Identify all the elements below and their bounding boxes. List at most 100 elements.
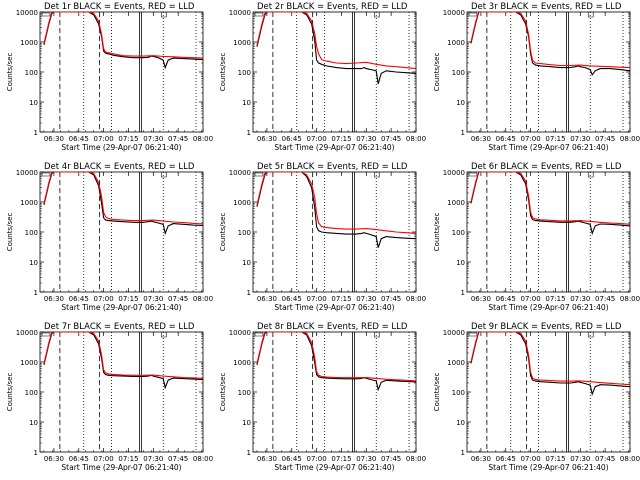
y-tick-label: 1000 [447,199,465,207]
x-tick-label: 07:00 [94,135,114,143]
chart-panel-9: Det 9r BLACK = Events, RED = LLD 1 10 100 10… [433,322,640,472]
x-axis-label: Start Time (29-Apr-07 06:21:40) [488,463,608,472]
x-tick-label: 06:30 [257,455,277,463]
chart-title: Det 1r BLACK = Events, RED = LLD [44,2,195,12]
attenuator-indicator [255,332,264,337]
attenuator-indicator [255,172,264,177]
x-tick-label: 06:45 [282,455,302,463]
x-tick-label: 08:00 [406,455,426,463]
x-tick-label: 07:15 [332,135,352,143]
chart-panel-7: Det 7r BLACK = Events, RED = LLD 1 10 100 10… [6,322,213,472]
y-tick-label: 1000 [234,359,252,367]
x-tick-label: 07:45 [595,295,615,303]
x-tick-label: 07:00 [520,455,540,463]
plot-frame [39,331,204,453]
y-tick-label: 10000 [16,9,38,17]
x-tick-label: 06:30 [257,135,277,143]
y-axis-label: Counts/sec [433,373,441,412]
y-tick-label: 1000 [447,359,465,367]
x-axis-label: Start Time (29-Apr-07 06:21:40) [275,143,395,152]
x-tick-label: 06:45 [282,135,302,143]
y-tick-label: 1 [34,129,38,137]
x-tick-label: 07:45 [381,135,401,143]
x-tick-label: 07:45 [595,135,615,143]
attenuator-indicator [255,12,264,17]
series-line-events [470,12,630,77]
plot-frame [466,11,631,133]
y-tick-label: 10000 [442,329,464,337]
y-axis-label: Counts/sec [433,213,441,252]
x-tick-label: 08:00 [620,295,640,303]
y-tick-label: 100 [238,389,251,397]
series-line-events [470,332,630,396]
plot-frame [252,331,417,453]
x-tick-label: 07:00 [520,295,540,303]
x-tick-label: 06:45 [69,295,89,303]
x-tick-label: 08:00 [193,135,213,143]
x-tick-label: 06:30 [44,455,64,463]
x-tick-label: 07:00 [307,135,327,143]
series-line-lld [256,12,417,70]
x-tick-label: 08:00 [620,455,640,463]
x-tick-label: 06:45 [69,135,89,143]
y-tick-label: 100 [25,389,38,397]
y-tick-label: 10 [456,419,465,427]
y-axis-label: Counts/sec [433,53,441,92]
plot-frame [39,171,204,293]
chart-panel-3: Det 3r BLACK = Events, RED = LLD 1 10 100 10… [433,2,640,152]
y-tick-label: 1 [460,449,464,457]
y-tick-label: 1000 [20,199,38,207]
series-line-lld [256,332,417,382]
y-tick-label: 10 [456,259,465,267]
x-tick-label: 06:45 [69,455,89,463]
x-tick-label: 07:15 [118,135,138,143]
x-tick-label: 08:00 [193,455,213,463]
series-line-events [470,172,630,236]
x-tick-label: 07:30 [357,295,377,303]
y-tick-label: 10000 [16,329,38,337]
series-line-events [43,172,203,236]
y-tick-label: 1000 [447,39,465,47]
y-tick-label: 100 [25,69,38,77]
chart-panel-8: Det 8r BLACK = Events, RED = LLD 1 10 100 10… [219,322,426,472]
y-tick-label: 100 [238,69,251,77]
x-axis-label: Start Time (29-Apr-07 06:21:40) [61,303,181,312]
x-tick-label: 07:45 [168,295,188,303]
x-tick-label: 07:30 [357,135,377,143]
chart-title: Det 3r BLACK = Events, RED = LLD [471,2,622,12]
y-axis-label: Counts/sec [6,53,14,92]
attenuator-indicator [468,12,477,17]
y-tick-label: 10 [29,99,38,107]
x-tick-label: 06:45 [495,455,515,463]
chart-panel-1: Det 1r BLACK = Events, RED = LLD 1 10 100 10… [6,2,213,152]
y-tick-label: 10000 [229,9,251,17]
x-tick-label: 08:00 [406,295,426,303]
x-tick-label: 07:45 [381,455,401,463]
y-tick-label: 1 [460,129,464,137]
x-tick-label: 07:30 [143,295,163,303]
x-axis-label: Start Time (29-Apr-07 06:21:40) [275,463,395,472]
attenuator-indicator [374,12,380,18]
x-tick-label: 08:00 [193,295,213,303]
x-tick-label: 06:30 [44,135,64,143]
x-axis-label: Start Time (29-Apr-07 06:21:40) [488,303,608,312]
y-tick-label: 1000 [234,39,252,47]
series-line-events [256,332,417,392]
x-tick-label: 07:00 [307,455,327,463]
attenuator-indicator [587,12,594,18]
y-tick-label: 100 [25,229,38,237]
y-tick-label: 1 [34,289,38,297]
x-tick-label: 07:00 [307,295,327,303]
y-axis-label: Counts/sec [219,53,227,92]
attenuator-indicator [160,332,167,338]
series-line-lld [43,172,203,225]
chart-panel-5: Det 5r BLACK = Events, RED = LLD 1 10 100 10… [219,162,426,312]
y-tick-label: 100 [451,69,464,77]
series-line-lld [256,172,417,234]
attenuator-indicator [41,12,51,17]
x-tick-label: 07:00 [520,135,540,143]
x-tick-label: 07:30 [357,455,377,463]
x-tick-label: 07:30 [143,135,163,143]
y-tick-label: 10000 [229,169,251,177]
y-axis-label: Counts/sec [219,373,227,412]
